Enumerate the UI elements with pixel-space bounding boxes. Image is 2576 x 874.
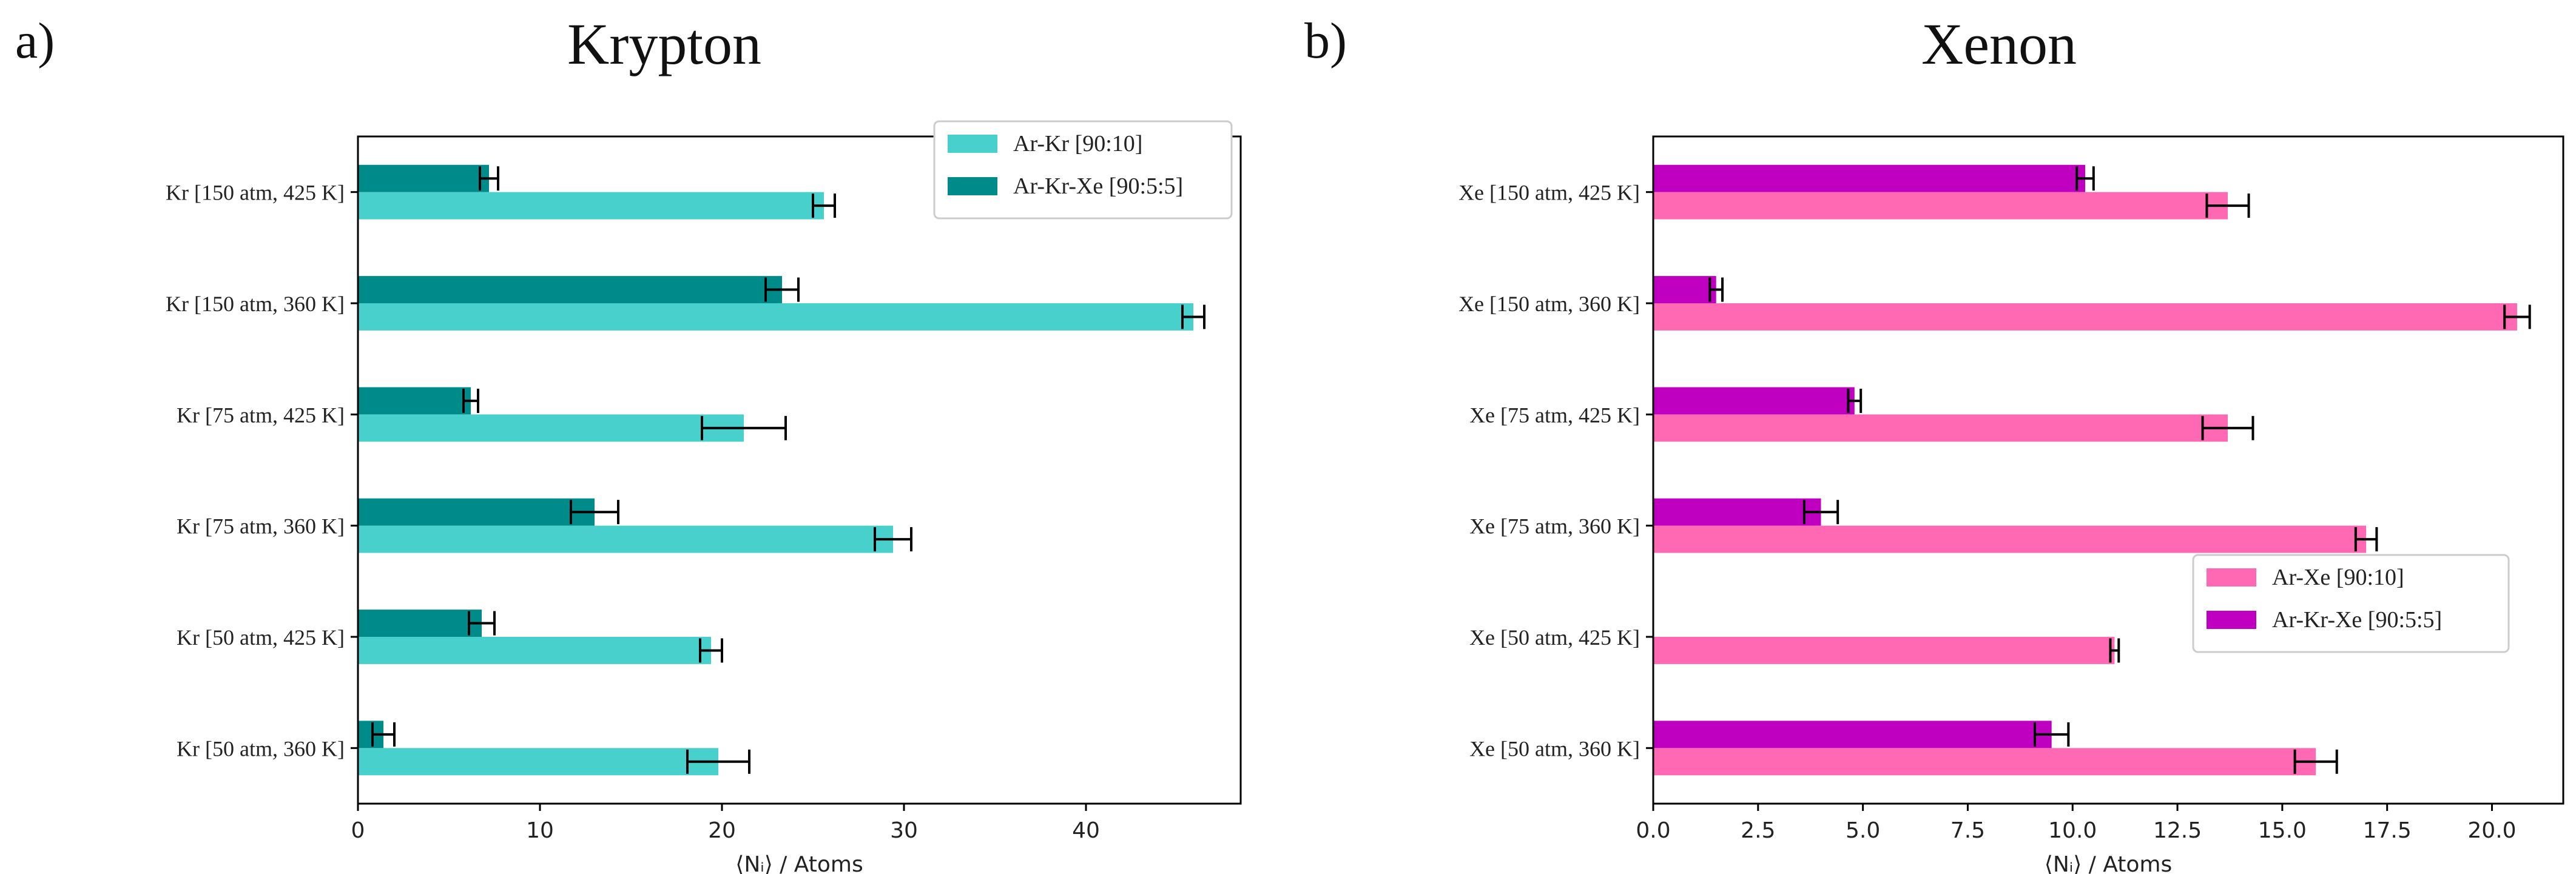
chart-title: Krypton [567,12,761,76]
x-tick-label: 40 [1072,818,1100,843]
bar [358,610,482,637]
legend: Ar-Kr [90:10] Ar-Kr-Xe [90:5:5] [933,120,1233,220]
chart-panel-a: a) Krypton Kr [150 atm, 425 K] Kr [150 atm,… [15,12,1242,874]
legend-swatch [2207,568,2256,587]
legend-label: Ar-Kr-Xe [90:5:5] [2272,607,2442,633]
y-tick-label: Kr [150 atm, 425 K] [166,181,345,205]
y-tick-label: Kr [50 atm, 360 K] [177,736,345,761]
x-tick-label: 7.5 [1951,818,1985,843]
bar [1653,721,2052,748]
x-tick-label: 5.0 [1846,818,1880,843]
bar [358,164,489,192]
bar [358,303,1193,331]
legend-swatch [948,177,997,195]
bar [1653,525,2367,553]
x-tick-label: 15.0 [2258,818,2307,843]
bar [358,637,711,664]
y-tick-label: Xe [150 atm, 425 K] [1458,181,1640,205]
bar [358,498,595,526]
x-axis-label: ⟨Nᵢ⟩ / Atoms [2045,852,2172,874]
y-tick-label: Kr [75 atm, 425 K] [177,403,345,427]
y-tick-label: Kr [150 atm, 360 K] [166,292,345,316]
legend-swatch [948,135,997,153]
legend-swatch [2207,611,2256,629]
bar [358,192,824,220]
y-tick-label: Xe [150 atm, 360 K] [1458,292,1640,316]
bar [1653,498,1821,526]
bar [1653,192,2228,220]
y-tick-label: Kr [75 atm, 360 K] [177,514,345,539]
bar [1653,387,1855,415]
x-tick-label: 0 [351,818,365,843]
y-tick-label: Xe [50 atm, 360 K] [1469,736,1640,761]
x-tick-label: 20 [708,818,736,843]
x-tick-label: 10 [526,818,554,843]
bar [1653,276,1716,303]
bar [358,748,718,776]
x-tick-label: 30 [890,818,918,843]
bar [358,387,471,415]
x-tick-label: 12.5 [2153,818,2202,843]
x-tick-label: 17.5 [2363,818,2412,843]
x-tick-label: 10.0 [2048,818,2097,843]
y-tick-label: Xe [50 atm, 425 K] [1469,625,1640,650]
legend: Ar-Xe [90:10] Ar-Kr-Xe [90:5:5] [2192,554,2510,653]
x-tick-label: 0.0 [1636,818,1670,843]
bar [1653,164,2085,192]
bar [358,525,893,553]
chart-panel-b: b) Xenon Xe [150 atm, 425 K] Xe [150 atm, 3… [1304,12,2564,874]
x-tick-label: 20.0 [2467,818,2516,843]
y-tick-label: Xe [75 atm, 425 K] [1469,403,1640,427]
legend-label: Ar-Kr-Xe [90:5:5] [1013,173,1183,199]
bar [1653,414,2228,442]
legend-box [933,120,1233,220]
panel-label: b) [1304,13,1347,69]
legend-box [2192,554,2510,653]
bar [1653,748,2316,776]
bar [358,276,782,303]
plot-frame [1652,135,2564,805]
bar [358,414,744,442]
legend-label: Ar-Xe [90:10] [2272,565,2404,590]
x-axis-label: ⟨Nᵢ⟩ / Atoms [735,852,863,874]
x-tick-label: 2.5 [1741,818,1775,843]
plot-frame [357,135,1242,805]
bar [1653,637,2115,664]
legend-label: Ar-Kr [90:10] [1013,131,1142,156]
y-tick-label: Kr [50 atm, 425 K] [177,625,345,650]
panel-label: a) [15,13,55,69]
bar [1653,303,2517,331]
chart-title: Xenon [1921,12,2077,76]
y-tick-label: Xe [75 atm, 360 K] [1469,514,1640,539]
